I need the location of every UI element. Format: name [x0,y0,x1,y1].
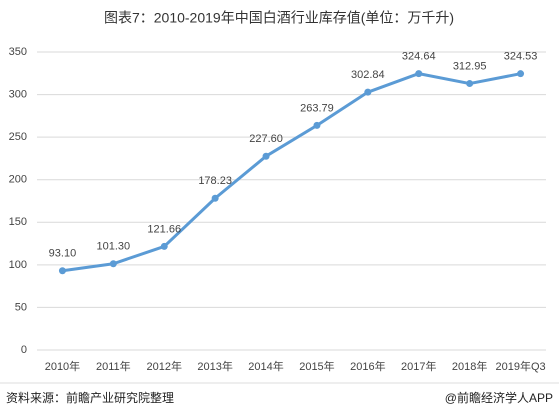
point [58,267,66,275]
data-label: 324.53 [504,51,538,63]
x-tick-label: 2010年 [45,359,80,373]
y-tick-label: 50 [15,301,27,313]
y-tick-label: 100 [9,259,27,271]
point [211,194,219,202]
y-tick-label: 200 [9,174,27,186]
data-label: 302.84 [351,69,385,81]
x-tick-label: 2016年 [350,359,385,373]
point [262,152,270,160]
x-tick-label: 2012年 [147,359,182,373]
y-tick-label: 350 [9,46,27,58]
point [415,70,423,78]
x-tick-label: 2013年 [197,359,232,373]
line [62,72,521,273]
brand: @前瞻经济学人APP [445,390,553,405]
data-label: 121.66 [147,223,181,235]
x-tick-label: 2014年 [248,359,283,373]
x-tick-label: 2017年 [401,359,436,373]
source: 资料来源：前瞻产业研究院整理 [6,390,174,405]
data-label: 312.95 [453,60,487,72]
y-tick-label: 300 [9,88,27,100]
data-label: 101.30 [97,241,131,253]
x-tick-label: 2018年 [452,359,487,373]
data-label: 263.79 [300,102,334,114]
x-tick-label: 2019年Q3 [495,359,545,373]
y-tick-label: 0 [21,344,27,356]
point [364,88,372,96]
point [466,80,474,88]
point [109,260,117,268]
point [160,242,168,250]
data-label: 178.23 [198,175,232,187]
y-tick-label: 150 [9,216,27,228]
chart-title: 图表7：2010-2019年中国白酒行业库存值(单位：万千升) [104,10,454,26]
x-tick-label: 2015年 [299,359,334,373]
x-tick-label: 2011年 [96,359,131,373]
y-tick-label: 250 [9,131,27,143]
data-label: 93.10 [49,248,77,260]
data-label: 227.60 [249,133,283,145]
point [313,121,321,129]
point [517,70,525,78]
data-label: 324.64 [402,50,436,62]
